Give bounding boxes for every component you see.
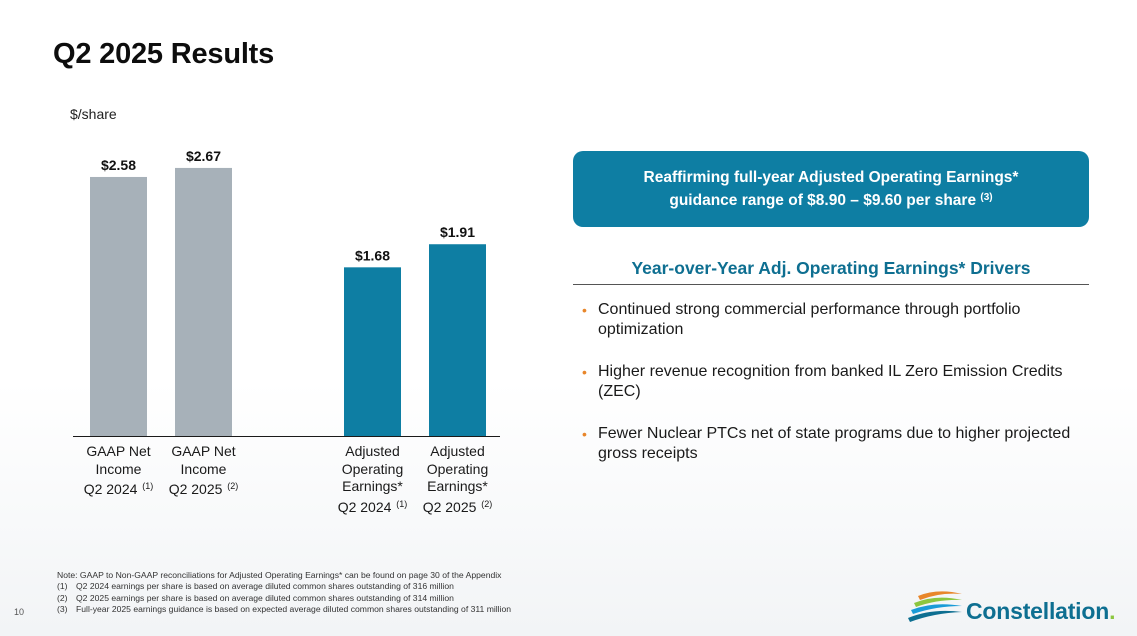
- bar: [344, 267, 401, 436]
- drivers-list: • Continued strong commercial performance…: [582, 300, 1082, 486]
- footnote-ref: (1): [396, 498, 408, 509]
- guidance-line-1: Reaffirming full-year Adjusted Operating…: [643, 168, 1019, 186]
- page-number: 10: [14, 607, 25, 617]
- footnote-number: (2): [57, 592, 68, 603]
- footnote-text: Q2 2025 earnings per share is based on a…: [76, 592, 454, 603]
- drivers-heading: Year-over-Year Adj. Operating Earnings* …: [631, 258, 1031, 278]
- footnote-ref: (2): [481, 498, 493, 509]
- list-item: • Continued strong commercial performance…: [582, 300, 1082, 340]
- bullet-icon: •: [582, 364, 587, 380]
- category-label: GAAP Net Income Q2 2025 (2): [168, 443, 239, 497]
- footnotes: Note: GAAP to Non-GAAP reconciliations f…: [57, 570, 511, 615]
- footnote-ref: (2): [227, 481, 239, 491]
- chart-y-unit-label: $/share: [70, 106, 117, 122]
- constellation-logo-mark-icon: [908, 591, 962, 622]
- page-title: Q2 2025 Results: [53, 38, 275, 70]
- guidance-banner: Reaffirming full-year Adjusted Operating…: [573, 151, 1089, 227]
- constellation-logo: Constellation.: [908, 588, 1118, 628]
- category-label: GAAP Net Income Q2 2024 (1): [83, 443, 154, 497]
- category-label: Adjusted Operating Earnings* Q2 2024 (1): [337, 443, 408, 515]
- bar: [175, 167, 232, 436]
- bullet-icon: •: [582, 302, 587, 318]
- footnote-ref: (1): [142, 481, 154, 491]
- bar-value-label: $2.58: [101, 157, 136, 173]
- footnote-1: (1) Q2 2024 earnings per share is based o…: [57, 581, 511, 592]
- category-label: Adjusted Operating Earnings* Q2 2025 (2): [422, 443, 493, 515]
- logo-text: Constellation.: [966, 598, 1116, 624]
- driver-text: Fewer Nuclear PTCs net of state programs…: [598, 425, 1071, 462]
- guidance-footnote-ref: (3): [980, 191, 993, 203]
- bullet-icon: •: [582, 426, 587, 442]
- footnote-text: Full-year 2025 earnings guidance is base…: [76, 603, 512, 614]
- footnote-main: Note: GAAP to Non-GAAP reconciliations f…: [57, 570, 502, 580]
- list-item: • Higher revenue recognition from banked …: [582, 362, 1082, 402]
- driver-text: Continued strong commercial performance …: [598, 301, 1021, 338]
- bar-value-label: $1.91: [440, 224, 475, 240]
- footnote-number: (3): [57, 603, 68, 614]
- footnote-3: (3) Full-year 2025 earnings guidance is b…: [57, 604, 511, 615]
- driver-text: Higher revenue recognition from banked I…: [598, 363, 1063, 400]
- bar: [429, 244, 486, 436]
- footnote-text: Q2 2024 earnings per share is based on a…: [76, 581, 454, 592]
- drivers-divider: [573, 284, 1089, 285]
- bar-value-label: $2.67: [186, 148, 221, 164]
- footnote-number: (1): [57, 581, 68, 592]
- list-item: • Fewer Nuclear PTCs net of state program…: [582, 424, 1082, 464]
- bar: [90, 176, 147, 436]
- guidance-line-2: guidance range of $8.90 – $9.60 per shar…: [669, 191, 977, 209]
- bar-value-label: $1.68: [355, 247, 390, 263]
- footnote-2: (2) Q2 2025 earnings per share is based o…: [57, 593, 511, 604]
- bar-chart: $2.58 $2.67 $1.68 $1.91: [73, 148, 500, 437]
